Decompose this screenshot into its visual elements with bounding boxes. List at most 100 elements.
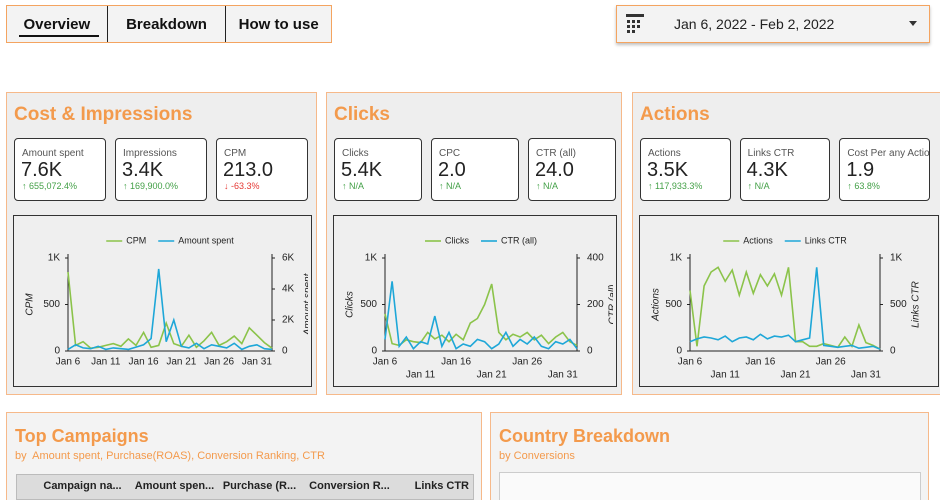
x-tick-label: Jan 26	[816, 357, 846, 368]
tab[interactable]: How to use	[225, 6, 331, 42]
data-line	[384, 283, 578, 347]
date-range: Jan 6, 2022 - Feb 2, 2022	[674, 16, 835, 32]
data-line	[67, 271, 273, 350]
panel: Actions Actions 3.5K ↑ 117,933.3% Links CTR 4…	[632, 92, 940, 395]
kpi-value: 3.5K	[647, 159, 689, 181]
panel-title: Clicks	[334, 104, 390, 125]
dropdown-arrow	[909, 21, 917, 26]
legend-label: CPM	[126, 235, 146, 245]
x-tick-label: Jan 16	[745, 357, 775, 368]
kpi-change: ↑ 117,933.3%	[648, 181, 703, 191]
legend-label: Amount spent	[178, 235, 234, 245]
tab-underline	[19, 35, 99, 37]
chart-box: 0 500 1K 0 200 400 Clicks CTR (all) Jan 6 Jan 11 J…	[333, 215, 619, 387]
tab-label: Breakdown	[126, 15, 207, 33]
panel-title: Cost & Impressions	[14, 104, 193, 125]
y2-tick-label: 0	[282, 346, 288, 357]
x-tick-label: Jan 11	[406, 370, 436, 381]
y-axis-title: CPM	[25, 293, 36, 316]
x-tick-label: Jan 6	[678, 357, 703, 368]
tab-label: Overview	[23, 15, 91, 33]
panel: Clicks Clicks 5.4K ↑ N/A CPC 2.0 ↑ N/A CTR (all…	[326, 92, 622, 395]
legend-label: Actions	[743, 235, 773, 245]
kpi-value: 1.9	[846, 159, 875, 181]
x-tick-label: Jan 21	[166, 357, 196, 368]
x-tick-label: Jan 6	[373, 357, 398, 368]
y2-tick-label: 4K	[282, 284, 295, 295]
kpi-value: 7.6K	[21, 159, 63, 181]
tab-label: How to use	[238, 15, 319, 33]
x-tick-label: Jan 26	[204, 357, 234, 368]
kpi-card: CPM 213.0 ↓ -63.3%	[216, 138, 308, 201]
panel-title: Country Breakdown	[499, 426, 671, 446]
kpi-change: ↑ N/A	[439, 181, 462, 191]
x-tick-label: Jan 6	[56, 357, 81, 368]
y2-axis-title: Links CTR	[911, 281, 922, 328]
table-header: Campaign na... Amount spen... Purchase (R.…	[16, 474, 474, 500]
kpi-label: CTR (all)	[536, 148, 576, 159]
data-line	[689, 267, 881, 350]
column-header: Conversion R...	[309, 480, 390, 492]
x-tick-label: Jan 31	[242, 357, 272, 368]
x-tick-label: Jan 11	[711, 370, 741, 381]
tab[interactable]: Breakdown	[106, 6, 226, 42]
y-tick-label: 0	[54, 346, 60, 357]
y2-tick-label: 1K	[890, 253, 903, 264]
kpi-label: CPC	[439, 148, 461, 159]
kpi-value: 5.4K	[341, 159, 383, 181]
x-tick-label: Jan 26	[512, 357, 542, 368]
kpi-change: ↑ 63.8%	[847, 181, 880, 191]
panel-subtitle: by Amount spent, Purchase(ROAS), Convers…	[15, 450, 325, 462]
panel-subtitle: by Conversions	[499, 450, 575, 462]
y-tick-label: 500	[665, 299, 682, 310]
y-tick-label: 500	[360, 299, 377, 310]
x-tick-label: Jan 31	[548, 370, 578, 381]
y2-tick-label: 200	[587, 299, 604, 310]
y2-axis-title: CTR (all)	[608, 285, 613, 325]
column-header: Links CTR	[414, 480, 469, 492]
y2-tick-label: 6K	[282, 253, 295, 264]
data-line	[67, 268, 273, 351]
kpi-change: ↓ -63.3%	[224, 181, 260, 191]
y-axis-title: Clicks	[345, 291, 356, 318]
kpi-card: Clicks 5.4K ↑ N/A	[334, 138, 422, 201]
kpi-card: Amount spent 7.6K ↑ 655,072.4%	[14, 138, 106, 201]
y2-tick-label: 0	[890, 346, 896, 357]
data-line	[384, 281, 578, 350]
kpi-label: Cost Per any Action	[847, 148, 930, 159]
country-breakdown-panel: Country Breakdown by Conversions	[490, 412, 929, 500]
y-tick-label: 1K	[670, 253, 683, 264]
kpi-value: 3.4K	[122, 159, 164, 181]
legend-label: CTR (all)	[501, 235, 537, 245]
tab[interactable]: Overview	[7, 6, 107, 42]
kpi-label: Impressions	[123, 148, 177, 159]
kpi-change: ↑ N/A	[342, 181, 365, 191]
y2-tick-label: 2K	[282, 315, 295, 326]
column-header: Campaign na...	[43, 480, 122, 492]
y2-tick-label: 500	[890, 299, 907, 310]
column-header: Amount spen...	[134, 480, 215, 492]
column-header: Purchase (R...	[222, 480, 297, 492]
x-tick-label: Jan 21	[477, 370, 507, 381]
x-tick-label: Jan 11	[91, 357, 121, 368]
kpi-card: Links CTR 4.3K ↑ N/A	[739, 138, 831, 201]
date-picker[interactable]: Jan 6, 2022 - Feb 2, 2022	[616, 5, 930, 43]
y-tick-label: 500	[43, 299, 60, 310]
legend-label: Links CTR	[805, 235, 848, 245]
y-tick-label: 0	[371, 346, 377, 357]
kpi-value: 213.0	[223, 159, 274, 181]
chart-box: 0 500 1K 0 2K 4K 6K CPM Amount spent Jan 6 Jan 11 J…	[13, 215, 314, 387]
y2-tick-label: 0	[587, 346, 593, 357]
kpi-change: ↑ N/A	[747, 181, 770, 191]
x-tick-label: Jan 21	[781, 370, 811, 381]
kpi-label: Clicks	[342, 148, 369, 159]
x-tick-label: Jan 31	[851, 370, 881, 381]
kpi-card: CTR (all) 24.0 ↑ N/A	[528, 138, 616, 201]
y-tick-label: 0	[676, 346, 682, 357]
panel: Cost & Impressions Amount spent 7.6K ↑ 655,…	[6, 92, 317, 395]
kpi-card: Impressions 3.4K ↑ 169,900.0%	[115, 138, 207, 201]
tab-bar: Overview Breakdown How to use	[6, 5, 332, 43]
kpi-value: 24.0	[535, 159, 574, 181]
y2-axis-title: Amount spent	[303, 272, 308, 336]
